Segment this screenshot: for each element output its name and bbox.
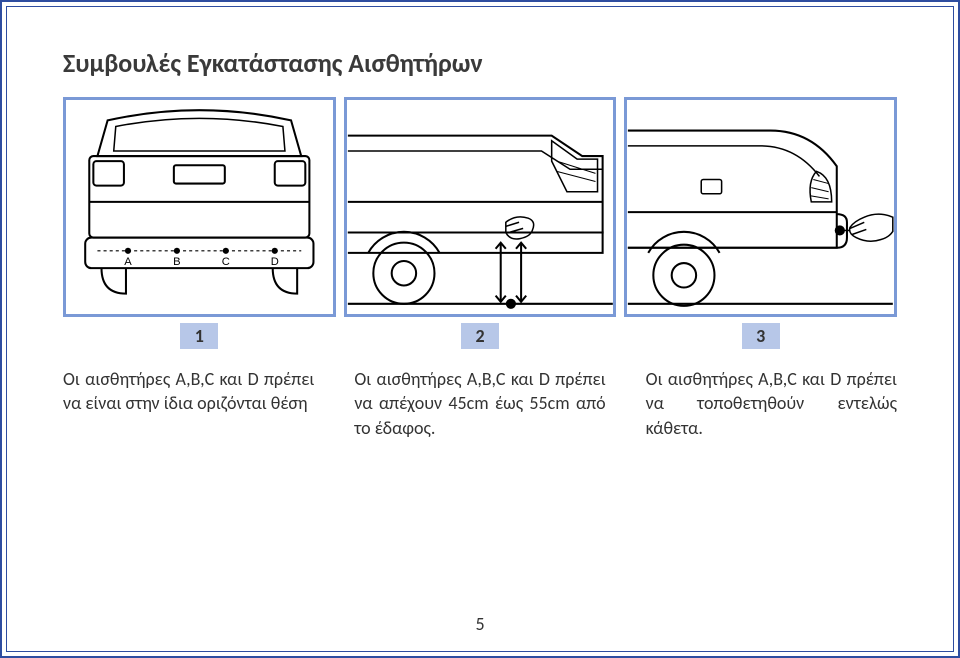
captions-row: Οι αισθητήρες A,B,C και D πρέπει να είνα… bbox=[63, 367, 897, 440]
sensor-label-c: C bbox=[222, 256, 230, 268]
figure-row: A B C D 1 bbox=[63, 97, 897, 349]
sensor-label-b: B bbox=[173, 256, 180, 268]
car-side-height-svg bbox=[347, 100, 614, 314]
figure-3: 3 bbox=[624, 97, 897, 349]
figure-1-panel: A B C D bbox=[63, 97, 336, 317]
car-side-insert-svg bbox=[627, 100, 894, 314]
page-title: Συμβουλές Εγκατάστασης Αισθητήρων bbox=[63, 47, 897, 79]
caption-3: Οι αισθητήρες A,B,C και D πρέπει να τοπο… bbox=[646, 367, 897, 440]
figure-1: A B C D 1 bbox=[63, 97, 336, 349]
page-number: 5 bbox=[7, 613, 953, 635]
figure-2-panel bbox=[344, 97, 617, 317]
figure-3-number: 3 bbox=[742, 323, 780, 349]
figure-2: 2 bbox=[344, 97, 617, 349]
sensor-label-d: D bbox=[271, 256, 279, 268]
figure-1-number: 1 bbox=[180, 323, 218, 349]
sensor-label-a: A bbox=[124, 256, 132, 268]
figure-3-panel bbox=[624, 97, 897, 317]
car-rear-svg: A B C D bbox=[66, 100, 333, 314]
caption-1: Οι αισθητήρες A,B,C και D πρέπει να είνα… bbox=[63, 367, 314, 440]
caption-2: Οι αισθητήρες A,B,C και D πρέπει να απέχ… bbox=[354, 367, 605, 440]
figure-2-number: 2 bbox=[461, 323, 499, 349]
